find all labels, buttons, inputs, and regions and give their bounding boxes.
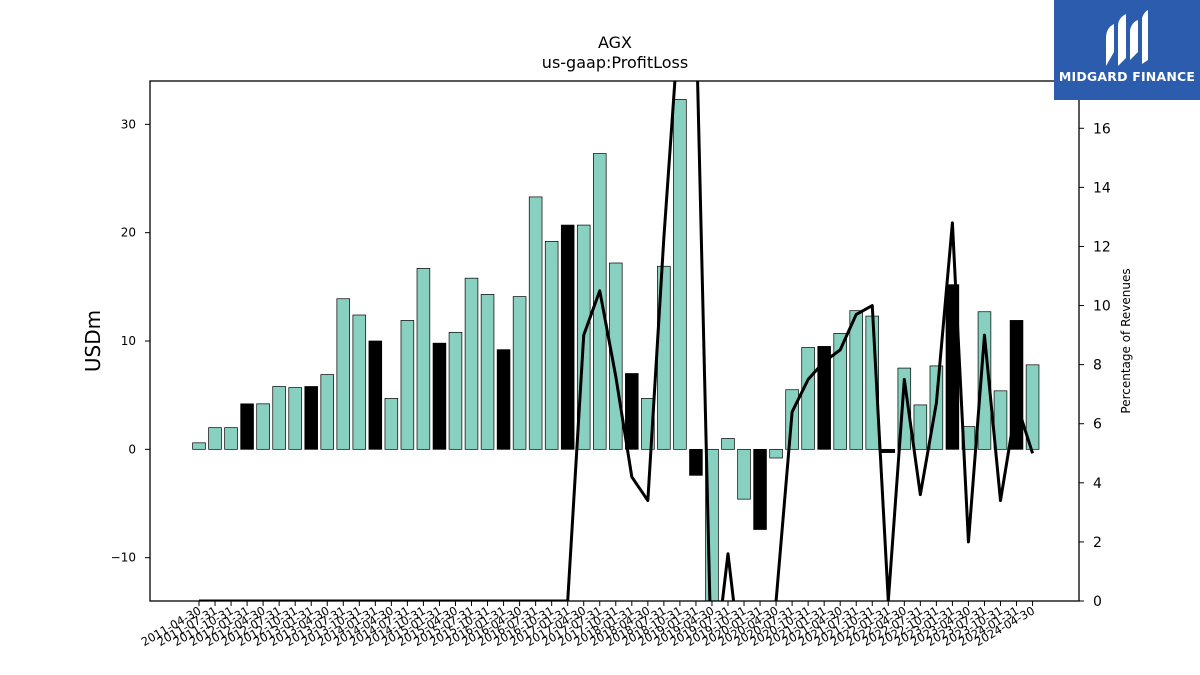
y-tick-label: 20 xyxy=(121,226,136,240)
percentage-line xyxy=(199,81,1034,601)
annual-bar xyxy=(560,224,575,450)
left-axis-ticks: −10 0 10 20 30 xyxy=(111,117,150,565)
brand-name: MIDGARD FINANCE xyxy=(1058,69,1196,84)
y-tick-label: −10 xyxy=(111,551,136,565)
midgard-logo-icon xyxy=(1106,10,1148,66)
annual-bar xyxy=(689,448,703,476)
y2-tick-label: 10 xyxy=(1093,299,1111,315)
quarter-bar xyxy=(336,298,351,450)
y-tick-label: 10 xyxy=(121,334,136,348)
x-axis-ticks: 2011-04-302011-07-312011-10-312012-01-31… xyxy=(139,601,1037,649)
quarter-bar xyxy=(208,427,222,450)
quarter-bar xyxy=(769,448,783,459)
annual-bar xyxy=(496,349,511,450)
quarter-bar xyxy=(480,294,495,450)
quarter-bar xyxy=(673,99,687,450)
y2-tick-label: 14 xyxy=(1093,180,1111,196)
quarter-bar xyxy=(384,398,399,450)
y2-axis-label: Percentage of Revenues xyxy=(1119,268,1133,413)
y2-tick-label: 16 xyxy=(1093,121,1111,137)
annual-bar xyxy=(881,448,896,453)
annual-bar xyxy=(753,448,767,530)
y2-tick-label: 8 xyxy=(1093,358,1102,374)
annual-bar xyxy=(817,346,831,450)
y-tick-label: 0 xyxy=(128,442,136,456)
quarter-bar xyxy=(528,196,543,450)
quarter-bar xyxy=(448,331,463,450)
y2-tick-label: 12 xyxy=(1093,239,1111,255)
quarter-bar xyxy=(801,347,815,450)
quarter-bar xyxy=(352,314,367,450)
brand-logo: MIDGARD FINANCE xyxy=(1054,0,1200,100)
y2-tick-label: 6 xyxy=(1093,417,1102,433)
y2-tick-label: 4 xyxy=(1093,476,1102,492)
right-axis-ticks: 0 2 4 6 8 10 12 14 16 xyxy=(1079,121,1111,610)
quarter-bar xyxy=(464,277,479,450)
quarter-bar xyxy=(737,448,751,500)
line-group xyxy=(199,81,1034,601)
annual-bar xyxy=(240,403,254,450)
y-axis-label: USDm xyxy=(81,310,105,372)
quarter-bar xyxy=(272,386,286,450)
quarter-bar xyxy=(400,320,415,450)
annual-bar xyxy=(368,340,383,450)
quarter-bar xyxy=(544,240,559,450)
quarter-bar xyxy=(721,438,735,450)
quarter-bar xyxy=(833,333,847,450)
quarter-bar xyxy=(913,404,928,450)
quarter-bar xyxy=(288,387,302,450)
chart-title: AGX xyxy=(598,33,632,52)
quarter-bar xyxy=(592,153,607,450)
chart-subtitle: us-gaap:ProfitLoss xyxy=(542,53,688,72)
annual-bar xyxy=(432,342,447,450)
y2-tick-label: 0 xyxy=(1093,594,1102,610)
quarter-bar xyxy=(320,374,334,450)
quarter-bar xyxy=(256,403,270,450)
quarter-bar xyxy=(512,296,527,450)
y2-tick-label: 2 xyxy=(1093,535,1102,551)
bars-group xyxy=(192,99,1040,601)
quarter-bar xyxy=(192,442,206,450)
quarter-bar xyxy=(849,310,863,450)
annual-bar xyxy=(304,386,318,450)
quarter-bar xyxy=(224,427,238,450)
y-tick-label: 30 xyxy=(121,117,136,131)
annual-bar xyxy=(625,373,639,450)
quarter-bar xyxy=(416,268,431,450)
quarter-bar xyxy=(977,311,992,450)
